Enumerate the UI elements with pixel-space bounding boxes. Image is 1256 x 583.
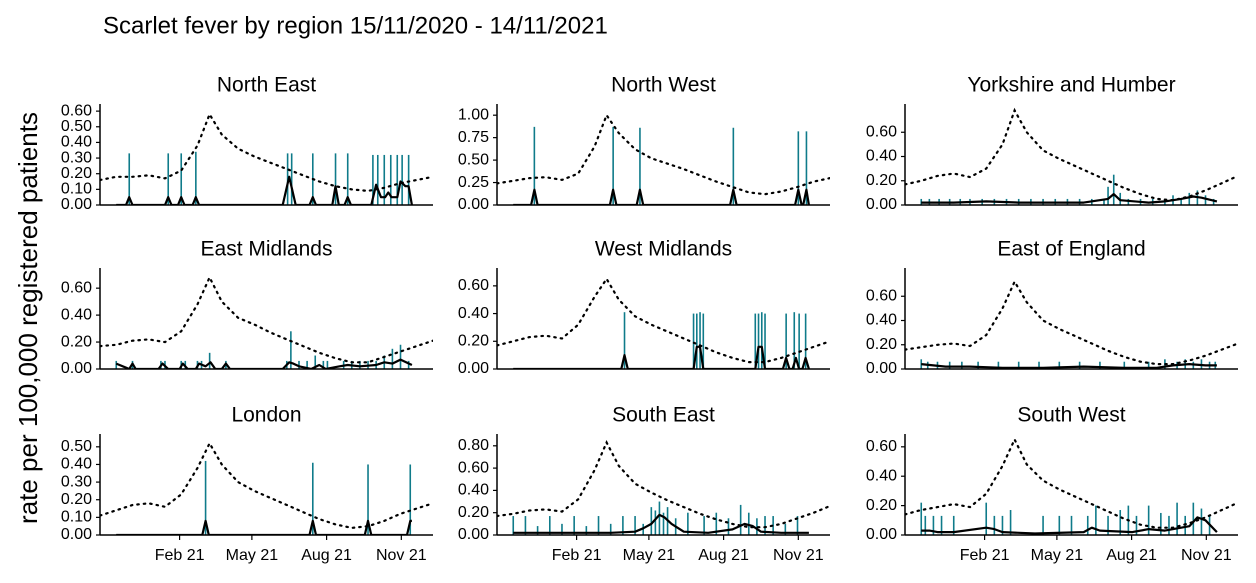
baseline-line	[100, 440, 433, 530]
y-tick-label: 0.00	[61, 360, 92, 377]
y-tick-label: 0.20	[61, 333, 92, 350]
plot-area	[905, 107, 1238, 205]
y-tick-label: 0.30	[61, 473, 92, 490]
rolling-line	[513, 188, 810, 205]
baseline-line	[497, 276, 830, 364]
y-tick-label: 0.20	[458, 504, 489, 521]
y-tick-label: 0.40	[61, 456, 92, 473]
y-tick-label: 0.00	[61, 196, 92, 213]
y-tick-label: 0.40	[866, 467, 897, 484]
y-tick-label: 0.60	[61, 102, 92, 119]
rolling-line	[921, 516, 1218, 535]
y-tick-label: 0.40	[458, 482, 489, 499]
y-tick-label: 0.30	[61, 149, 92, 166]
y-tick-label: 0.50	[458, 151, 489, 168]
y-tick-label: 0.60	[866, 287, 897, 304]
rolling-line	[116, 519, 412, 535]
y-tick-label: 0.00	[458, 526, 489, 543]
y-tick-label: 0.20	[866, 172, 897, 189]
x-tick-label: Feb 21	[155, 547, 205, 564]
plot-area	[100, 111, 433, 205]
baseline-line	[905, 436, 1238, 529]
y-axis-label: rate per 100,000 registered patients	[13, 112, 43, 524]
panel-title: North East	[217, 74, 316, 97]
y-tick-label: 0.20	[866, 336, 897, 353]
y-tick-label: 0.20	[458, 333, 489, 350]
panel-title: East Midlands	[201, 238, 333, 261]
x-tick-label: Nov 21	[773, 547, 824, 564]
plot-area	[497, 439, 830, 535]
y-tick-label: 0.40	[61, 134, 92, 151]
plot-area	[100, 274, 433, 369]
y-tick-label: 0.40	[61, 306, 92, 323]
x-tick-label: Aug 21	[698, 547, 749, 564]
x-tick-label: May 21	[623, 547, 676, 564]
plot-area	[497, 112, 830, 205]
x-tick-label: Aug 21	[1106, 547, 1157, 564]
x-tick-label: Nov 21	[376, 547, 427, 564]
y-tick-label: 0.40	[458, 305, 489, 322]
y-tick-label: 0.10	[61, 509, 92, 526]
panel-title: Yorkshire and Humber	[967, 74, 1175, 97]
baseline-line	[905, 107, 1238, 202]
rolling-line	[115, 358, 413, 369]
panel-title: North West	[611, 74, 716, 97]
panel-title: London	[231, 404, 301, 427]
rolling-line	[116, 175, 413, 205]
y-tick-label: 0.00	[866, 360, 897, 377]
y-tick-label: 0.00	[866, 526, 897, 543]
panel-title: East of England	[997, 238, 1145, 261]
y-tick-label: 0.50	[61, 438, 92, 455]
y-tick-label: 0.00	[866, 196, 897, 213]
y-tick-label: 0.00	[458, 360, 489, 377]
plot-area	[100, 440, 433, 535]
x-tick-label: Feb 21	[960, 547, 1010, 564]
y-tick-label: 0.40	[866, 148, 897, 165]
x-tick-label: Aug 21	[301, 547, 352, 564]
rolling-line	[513, 345, 810, 369]
chart-title: Scarlet fever by region 15/11/2020 - 14/…	[103, 12, 608, 39]
rolling-line	[921, 363, 1217, 369]
panel-title: South West	[1017, 404, 1125, 427]
baseline-line	[905, 279, 1238, 366]
y-tick-label: 0.60	[866, 123, 897, 140]
y-tick-label: 0.00	[61, 526, 92, 543]
x-tick-label: Nov 21	[1181, 547, 1232, 564]
panel-title: West Midlands	[595, 238, 732, 261]
baseline-line	[100, 274, 433, 364]
y-tick-label: 0.20	[61, 491, 92, 508]
y-tick-label: 0.60	[61, 279, 92, 296]
y-tick-label: 0.60	[458, 459, 489, 476]
x-tick-label: May 21	[226, 547, 279, 564]
baseline-line	[497, 112, 830, 196]
baseline-line	[497, 439, 830, 529]
rolling-line	[513, 513, 809, 534]
y-tick-label: 0.25	[458, 174, 489, 191]
plot-area	[905, 436, 1238, 535]
baseline-line	[100, 111, 433, 193]
y-tick-label: 0.20	[866, 497, 897, 514]
y-tick-label: 0.10	[61, 181, 92, 198]
y-tick-label: 1.00	[458, 106, 489, 123]
y-tick-label: 0.75	[458, 129, 489, 146]
y-tick-label: 0.50	[61, 118, 92, 135]
plot-area	[497, 276, 830, 369]
y-tick-label: 0.40	[866, 312, 897, 329]
rolling-line	[921, 193, 1218, 204]
x-tick-label: May 21	[1031, 547, 1084, 564]
y-tick-label: 0.00	[458, 196, 489, 213]
x-tick-label: Feb 21	[552, 547, 602, 564]
y-tick-label: 0.20	[61, 165, 92, 182]
plot-area	[905, 279, 1238, 369]
y-tick-label: 0.60	[458, 277, 489, 294]
panel-title: South East	[612, 404, 715, 427]
y-tick-label: 0.80	[458, 437, 489, 454]
y-tick-label: 0.60	[866, 438, 897, 455]
